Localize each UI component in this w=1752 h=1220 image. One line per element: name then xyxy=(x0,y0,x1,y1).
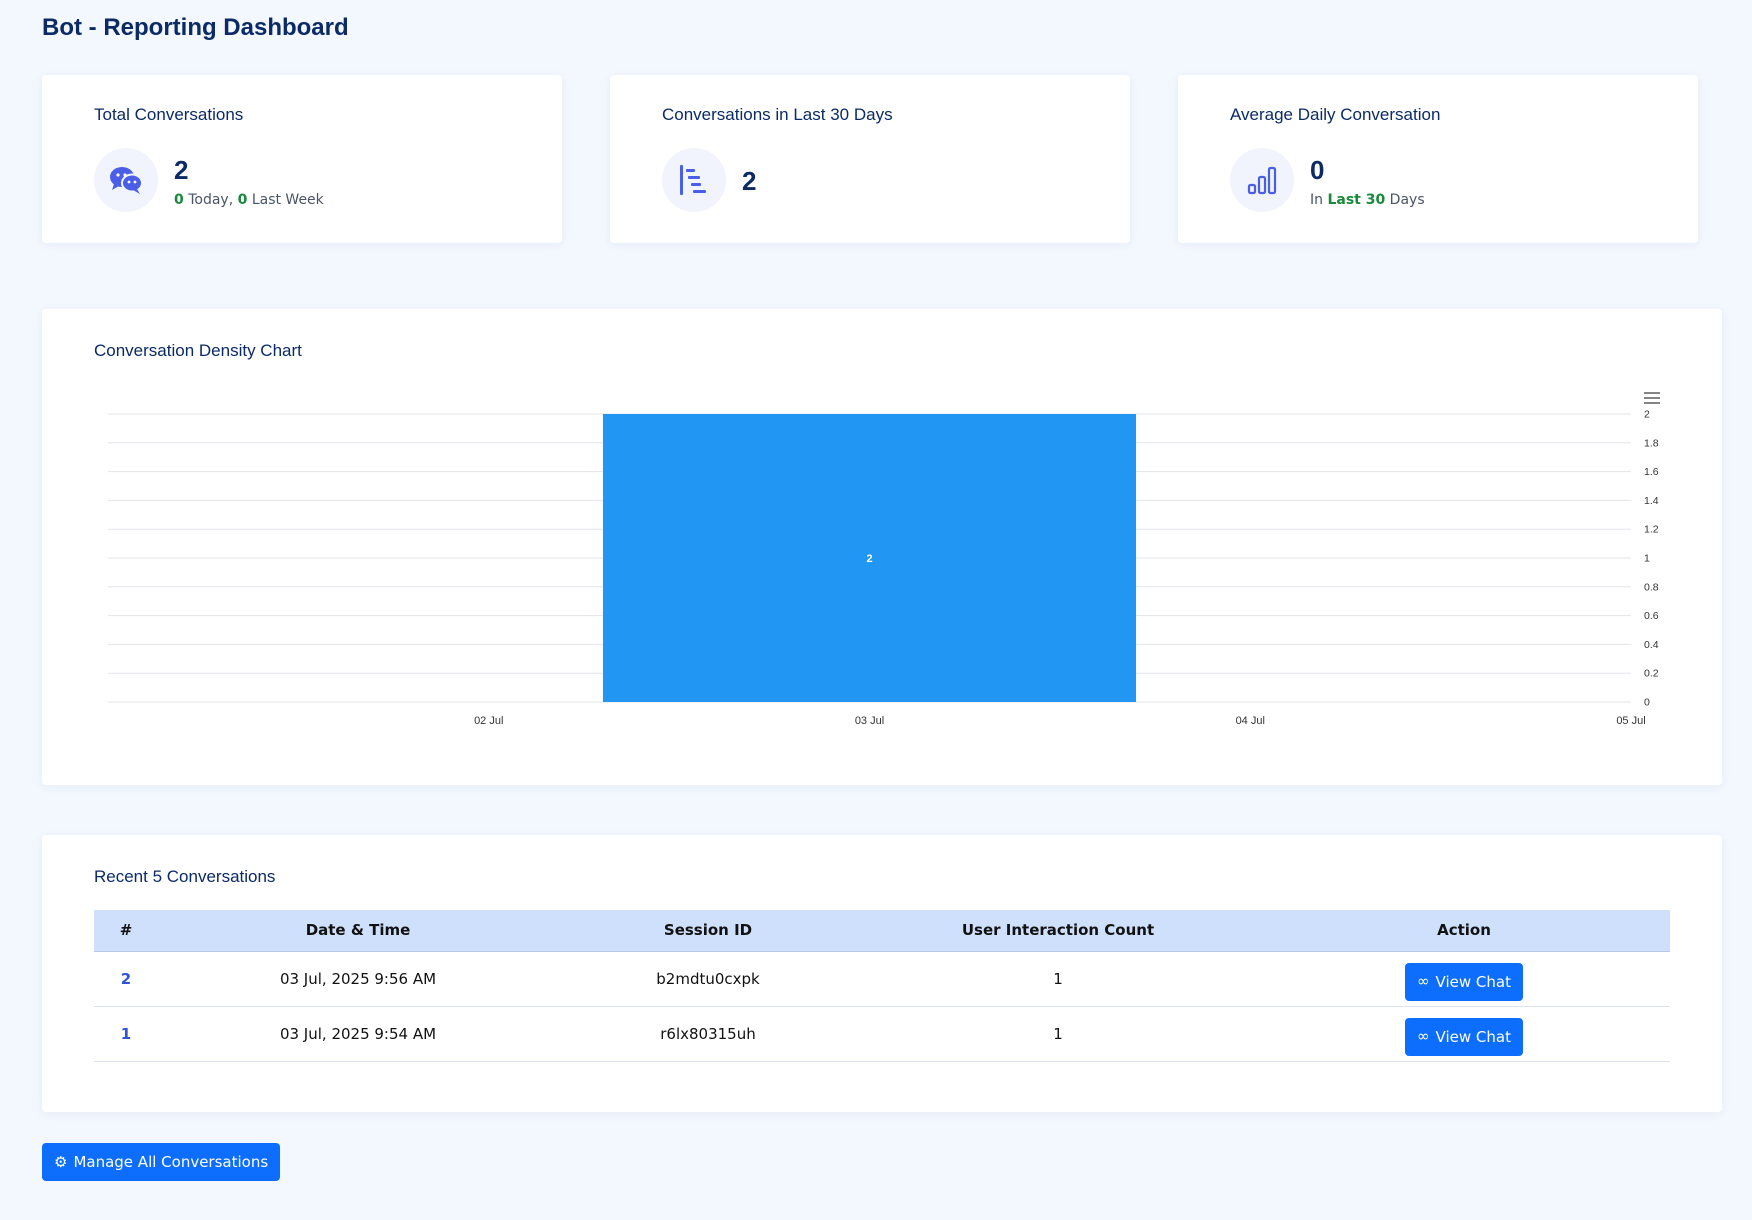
today-count: 0 xyxy=(174,192,184,208)
y-tick-label: 1 xyxy=(1644,553,1650,565)
header-datetime: Date & Time xyxy=(158,910,558,952)
recent-conversations-table: # Date & Time Session ID User Interactio… xyxy=(94,910,1670,1062)
density-chart: 0 0.2 0.4 0.6 0.8 1 1.2 1.4 1.6 1.8 2 02 Jul 03 Jul 0… xyxy=(108,391,1662,727)
header-session: Session ID xyxy=(558,910,858,952)
x-tick-label: 04 Jul xyxy=(1236,715,1265,727)
average-daily-value: 0 xyxy=(1310,155,1325,185)
average-prefix: In xyxy=(1310,192,1324,208)
recent-conversations-card: Recent 5 Conversations # Date & Time Ses… xyxy=(42,835,1722,1112)
average-suffix: Days xyxy=(1389,192,1425,208)
table-header-row: # Date & Time Session ID User Interactio… xyxy=(94,910,1670,952)
average-daily-sub: In Last 30 Days xyxy=(1310,192,1425,208)
gear-icon: ⚙ xyxy=(54,1152,68,1171)
card-title: Average Daily Conversation xyxy=(1230,105,1441,124)
bar-data-label: 2 xyxy=(866,553,872,565)
y-tick-label: 0.8 xyxy=(1644,581,1659,593)
view-chat-button[interactable]: ∞ View Chat xyxy=(1405,1017,1523,1056)
last-30-days-card: Conversations in Last 30 Days 2 xyxy=(610,75,1130,243)
week-label: Last Week xyxy=(251,192,324,208)
table-row: 2 03 Jul, 2025 9:56 AM b2mdtu0cxpk 1 ∞ V… xyxy=(94,951,1670,1007)
y-tick-label: 2 xyxy=(1644,409,1650,421)
header-count: User Interaction Count xyxy=(858,910,1258,952)
view-chat-button[interactable]: ∞ View Chat xyxy=(1405,962,1523,1001)
infinity-link-icon: ∞ xyxy=(1417,1027,1430,1045)
y-tick-label: 1.8 xyxy=(1644,437,1659,449)
bar-chart-horizontal-icon xyxy=(662,148,726,212)
view-chat-label: View Chat xyxy=(1435,972,1511,991)
total-conversations-sub: 0 Today, 0 Last Week xyxy=(174,192,324,208)
week-count: 0 xyxy=(237,192,248,208)
card-title: Total Conversations xyxy=(94,105,244,124)
card-title: Conversations in Last 30 Days xyxy=(662,105,893,124)
row-action: ∞ View Chat xyxy=(1258,1006,1670,1062)
y-tick-label: 1.2 xyxy=(1644,524,1659,536)
chart-title: Conversation Density Chart xyxy=(94,341,302,360)
average-daily-card: Average Daily Conversation 0 In Last 30 … xyxy=(1178,75,1698,243)
last-30-days-value: 2 xyxy=(742,166,757,196)
infinity-link-icon: ∞ xyxy=(1417,972,1430,990)
header-action: Action xyxy=(1258,910,1670,952)
y-tick-label: 0 xyxy=(1644,697,1650,709)
today-label: Today, xyxy=(188,192,234,208)
row-count: 1 xyxy=(858,1006,1258,1062)
y-tick-label: 1.6 xyxy=(1644,466,1659,478)
page-title: Bot - Reporting Dashboard xyxy=(42,14,349,41)
y-tick-label: 1.4 xyxy=(1644,495,1659,507)
x-tick-label: 03 Jul xyxy=(855,715,884,727)
header-index: # xyxy=(94,910,158,952)
row-session: r6lx80315uh xyxy=(558,1006,858,1062)
bar xyxy=(602,414,1137,702)
y-tick-label: 0.2 xyxy=(1644,668,1659,680)
row-datetime: 03 Jul, 2025 9:56 AM xyxy=(158,951,558,1007)
row-count: 1 xyxy=(858,951,1258,1007)
average-highlight: Last 30 xyxy=(1327,192,1386,208)
manage-label: Manage All Conversations xyxy=(73,1153,269,1171)
x-tick-label: 02 Jul xyxy=(474,715,503,727)
row-index[interactable]: 1 xyxy=(94,1006,158,1062)
table-row: 1 03 Jul, 2025 9:54 AM r6lx80315uh 1 ∞ V… xyxy=(94,1006,1670,1062)
table-title: Recent 5 Conversations xyxy=(94,867,276,886)
total-conversations-value: 2 xyxy=(174,155,189,185)
y-tick-label: 0.6 xyxy=(1644,610,1659,622)
row-datetime: 03 Jul, 2025 9:54 AM xyxy=(158,1006,558,1062)
total-conversations-card: Total Conversations 2 0 Today, 0 Last We… xyxy=(42,75,562,243)
manage-all-conversations-button[interactable]: ⚙ Manage All Conversations xyxy=(42,1143,281,1181)
row-session: b2mdtu0cxpk xyxy=(558,951,858,1007)
hamburger-menu-icon[interactable] xyxy=(1642,391,1662,409)
signal-bars-icon xyxy=(1230,148,1294,212)
row-index[interactable]: 2 xyxy=(94,951,158,1007)
x-tick-label: 05 Jul xyxy=(1616,715,1645,727)
wechat-chat-icon xyxy=(94,148,158,212)
view-chat-label: View Chat xyxy=(1435,1027,1511,1046)
row-action: ∞ View Chat xyxy=(1258,951,1670,1007)
y-tick-label: 0.4 xyxy=(1644,639,1659,651)
density-chart-card: Conversation Density Chart 0 0.2 0.4 0.6 0.8… xyxy=(42,309,1722,785)
